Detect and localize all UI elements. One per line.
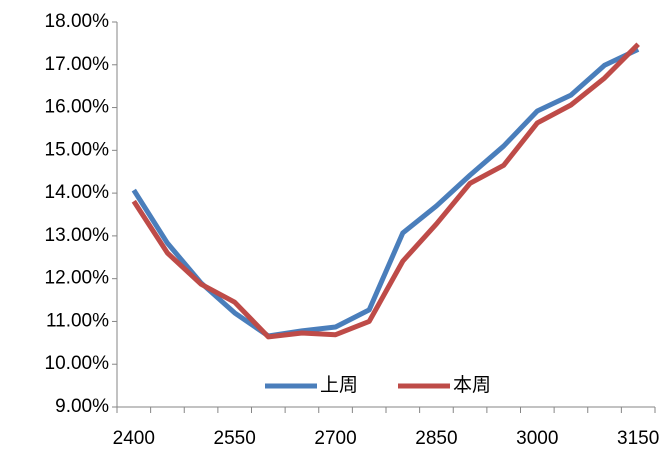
x-tick-label: 3150 (617, 428, 659, 449)
y-tick-label: 10.00% (45, 353, 110, 374)
x-tick-label: 2850 (415, 428, 457, 449)
x-tick-label: 2400 (113, 428, 155, 449)
y-tick-label: 12.00% (45, 268, 110, 289)
series-line (131, 47, 640, 339)
y-tick-label: 13.00% (45, 225, 110, 246)
y-tick-label: 17.00% (45, 54, 110, 75)
y-tick-label: 9.00% (55, 396, 109, 417)
y-tick-label: 15.00% (45, 139, 110, 160)
y-tick-label: 14.00% (45, 182, 110, 203)
series-line (131, 42, 640, 340)
y-tick-label: 18.00% (45, 11, 110, 32)
legend-label: 本周 (453, 374, 491, 396)
legend-label: 上周 (320, 374, 358, 396)
x-tick-label: 2700 (314, 428, 356, 449)
x-tick-label: 2550 (214, 428, 256, 449)
x-tick-label: 3000 (516, 428, 558, 449)
y-tick-label: 11.00% (46, 310, 109, 331)
y-tick-label: 16.00% (45, 97, 110, 118)
